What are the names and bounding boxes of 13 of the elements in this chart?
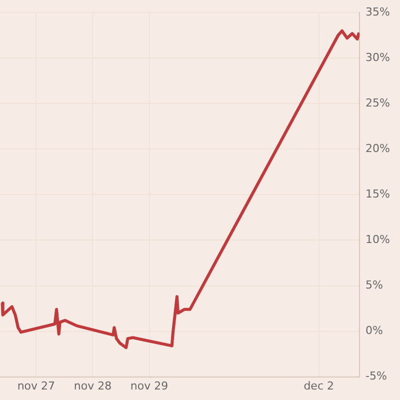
y-tick-label: 15% [366, 188, 390, 201]
x-tick-label: nov 27 [17, 379, 56, 392]
y-tick-label: 10% [366, 233, 390, 246]
y-tick-label: -5% [366, 370, 387, 383]
y-tick-label: 20% [366, 142, 390, 156]
y-tick-label: 25% [366, 96, 390, 110]
y-tick-label: 30% [366, 50, 390, 64]
y-tick-label: 5% [366, 278, 384, 292]
x-tick-label: nov 28 [74, 379, 112, 392]
x-tick-label: dec 2 [304, 379, 334, 392]
y-tick-label: 0% [366, 324, 384, 338]
x-tick-label: nov 29 [130, 379, 168, 392]
y-tick-label: 35% [366, 5, 390, 18]
